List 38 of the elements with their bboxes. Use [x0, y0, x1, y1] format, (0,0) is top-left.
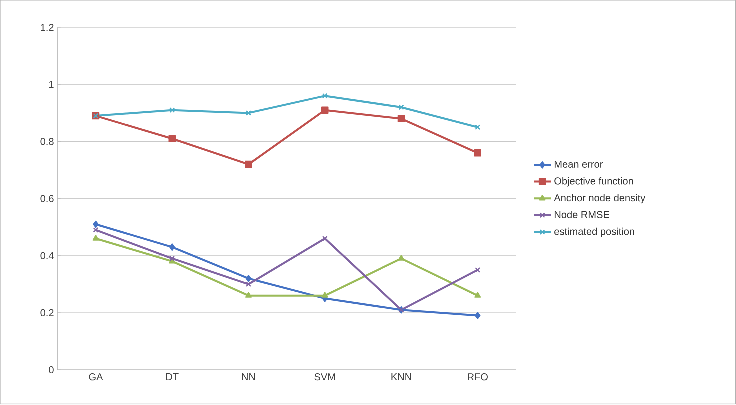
- legend-label: Anchor node density: [554, 194, 646, 204]
- point: [246, 275, 252, 282]
- x-tick-label: DT: [166, 374, 179, 381]
- point: [168, 135, 176, 143]
- point: [474, 312, 481, 320]
- x-tick-label: GA: [89, 374, 104, 381]
- point: [474, 292, 482, 298]
- x-tick-label: SVM: [314, 374, 336, 381]
- point: [322, 236, 328, 242]
- legend-label: Mean error: [554, 161, 604, 168]
- point: [321, 106, 329, 114]
- point: [398, 115, 406, 123]
- point: [474, 150, 482, 157]
- x-tick-label: KNN: [392, 374, 412, 381]
- point: [170, 244, 176, 252]
- point: [246, 282, 252, 288]
- y-tick-label: 0: [49, 366, 54, 374]
- x-tick-label: RFO: [468, 374, 488, 381]
- point: [322, 292, 328, 298]
- point: [398, 104, 404, 110]
- x-tick-label: NN: [242, 374, 256, 381]
- point: [92, 235, 100, 242]
- point: [322, 94, 328, 99]
- point: [246, 110, 252, 116]
- point: [245, 161, 252, 168]
- point: [246, 292, 252, 298]
- y-tick-label: 0.8: [40, 138, 54, 146]
- y-tick-label: 1.2: [41, 24, 54, 32]
- y-tick-label: 0.4: [40, 252, 54, 260]
- legend-label: estimated position: [554, 228, 634, 238]
- point: [93, 221, 99, 228]
- y-tick-label: 0.2: [40, 310, 54, 317]
- legend-label: Objective function: [554, 178, 634, 187]
- point: [170, 108, 176, 114]
- y-tick-label: 1: [49, 81, 54, 88]
- legend-label: Node RMSE: [554, 211, 610, 219]
- y-tick-label: 0.6: [40, 195, 54, 203]
- point: [398, 255, 405, 262]
